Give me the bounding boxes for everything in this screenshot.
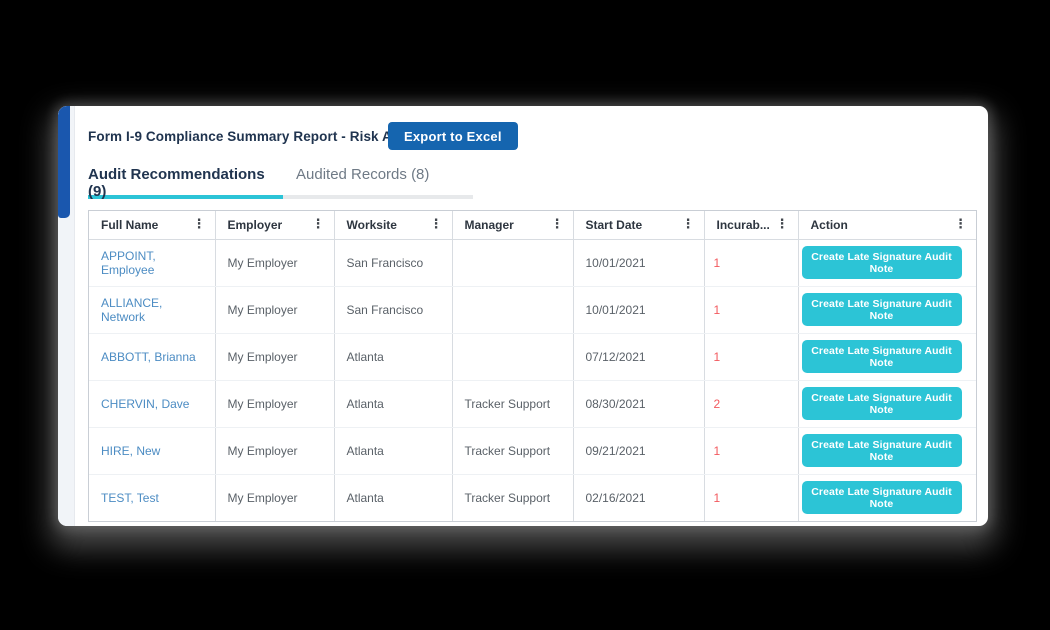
incurable-count-cell: 1 [704, 286, 799, 334]
tab-audited-records[interactable]: Audited Records (8) [283, 166, 473, 199]
create-late-signature-audit-note-button[interactable]: Create Late Signature Audit Note [801, 481, 962, 515]
manager-cell [452, 239, 574, 287]
column-menu-icon[interactable]: ⋮ [550, 217, 564, 233]
report-card: Form I-9 Compliance Summary Report - Ris… [58, 106, 988, 526]
create-late-signature-audit-note-button[interactable]: Create Late Signature Audit Note [801, 340, 962, 373]
start-date-cell: 07/12/2021 [573, 333, 705, 381]
column-header-full-name: Full Name ⋮ [89, 211, 216, 240]
export-to-excel-button[interactable]: Export to Excel [388, 122, 518, 150]
worksite-cell: Atlanta [334, 474, 453, 521]
table-row: CHERVIN, Dave My Employer Atlanta Tracke… [89, 380, 976, 428]
start-date-cell: 02/16/2021 [573, 474, 705, 521]
vertical-scrollbar-thumb[interactable] [58, 106, 70, 218]
worksite-cell: San Francisco [334, 239, 453, 287]
action-cell: Create Late Signature Audit Note [798, 286, 976, 334]
employee-name-cell: TEST, Test [89, 474, 216, 521]
incurable-count-cell: 2 [704, 380, 799, 428]
column-menu-icon[interactable]: ⋮ [192, 217, 206, 233]
action-cell: Create Late Signature Audit Note [798, 427, 976, 475]
start-date-cell: 10/01/2021 [573, 286, 705, 334]
audit-table: Full Name ⋮ Employer ⋮ Worksite ⋮ Manager ⋮ … [88, 210, 977, 522]
worksite-cell: Atlanta [334, 333, 453, 381]
employee-name-link[interactable]: CHERVIN, Dave [101, 396, 190, 411]
action-cell: Create Late Signature Audit Note [798, 239, 976, 287]
column-header-manager: Manager ⋮ [452, 211, 574, 240]
start-date-cell: 10/01/2021 [573, 239, 705, 287]
manager-cell: Tracker Support [452, 427, 574, 475]
incurable-count-cell: 1 [704, 239, 799, 287]
action-cell: Create Late Signature Audit Note [798, 474, 976, 521]
worksite-cell: Atlanta [334, 427, 453, 475]
manager-cell [452, 286, 574, 334]
employer-cell: My Employer [215, 427, 335, 475]
employee-name-cell: ALLIANCE, Network [89, 286, 216, 334]
employee-name-cell: APPOINT, Employee [89, 239, 216, 287]
manager-cell [452, 333, 574, 381]
start-date-cell: 08/30/2021 [573, 380, 705, 428]
employee-name-link[interactable]: TEST, Test [101, 490, 159, 505]
column-menu-icon[interactable]: ⋮ [775, 217, 789, 233]
employee-name-cell: ABBOTT, Brianna [89, 333, 216, 381]
employer-cell: My Employer [215, 474, 335, 521]
employee-name-cell: CHERVIN, Dave [89, 380, 216, 428]
column-header-worksite: Worksite ⋮ [334, 211, 453, 240]
column-header-employer: Employer ⋮ [215, 211, 335, 240]
table-row: APPOINT, Employee My Employer San Franci… [89, 239, 976, 287]
tab-bar: Audit Recommendations (9) Audited Record… [88, 166, 473, 200]
column-menu-icon[interactable]: ⋮ [681, 217, 695, 233]
table-row: ALLIANCE, Network My Employer San Franci… [89, 286, 976, 334]
column-menu-icon[interactable]: ⋮ [311, 217, 325, 233]
employee-name-link[interactable]: ALLIANCE, Network [101, 295, 163, 324]
employer-cell: My Employer [215, 239, 335, 287]
employee-name-link[interactable]: HIRE, New [101, 443, 161, 458]
page-title: Form I-9 Compliance Summary Report - Ris… [88, 129, 421, 144]
incurable-count-cell: 1 [704, 474, 799, 521]
worksite-cell: Atlanta [334, 380, 453, 428]
employer-cell: My Employer [215, 333, 335, 381]
manager-cell: Tracker Support [452, 474, 574, 521]
create-late-signature-audit-note-button[interactable]: Create Late Signature Audit Note [801, 246, 962, 279]
table-header-row: Full Name ⋮ Employer ⋮ Worksite ⋮ Manager ⋮ … [89, 211, 976, 240]
column-header-action: Action ⋮ [798, 211, 976, 240]
tab-audit-recommendations[interactable]: Audit Recommendations (9) [88, 166, 283, 200]
action-cell: Create Late Signature Audit Note [798, 380, 976, 428]
employer-cell: My Employer [215, 380, 335, 428]
create-late-signature-audit-note-button[interactable]: Create Late Signature Audit Note [801, 387, 962, 420]
employee-name-link[interactable]: ABBOTT, Brianna [101, 349, 196, 364]
vertical-scrollbar-track [58, 106, 75, 526]
column-header-incurable: Incurab... ⋮ [704, 211, 799, 240]
employee-name-cell: HIRE, New [89, 427, 216, 475]
worksite-cell: San Francisco [334, 286, 453, 334]
column-menu-icon[interactable]: ⋮ [954, 217, 967, 233]
action-cell: Create Late Signature Audit Note [798, 333, 976, 381]
employer-cell: My Employer [215, 286, 335, 334]
create-late-signature-audit-note-button[interactable]: Create Late Signature Audit Note [801, 293, 962, 326]
manager-cell: Tracker Support [452, 380, 574, 428]
incurable-count-cell: 1 [704, 427, 799, 475]
start-date-cell: 09/21/2021 [573, 427, 705, 475]
table-row: ABBOTT, Brianna My Employer Atlanta 07/1… [89, 333, 976, 381]
table-row: TEST, Test My Employer Atlanta Tracker S… [89, 474, 976, 521]
column-menu-icon[interactable]: ⋮ [429, 217, 443, 233]
incurable-count-cell: 1 [704, 333, 799, 381]
employee-name-link[interactable]: APPOINT, Employee [101, 248, 156, 277]
table-row: HIRE, New My Employer Atlanta Tracker Su… [89, 427, 976, 475]
column-header-start-date: Start Date ⋮ [573, 211, 705, 240]
create-late-signature-audit-note-button[interactable]: Create Late Signature Audit Note [801, 434, 962, 467]
